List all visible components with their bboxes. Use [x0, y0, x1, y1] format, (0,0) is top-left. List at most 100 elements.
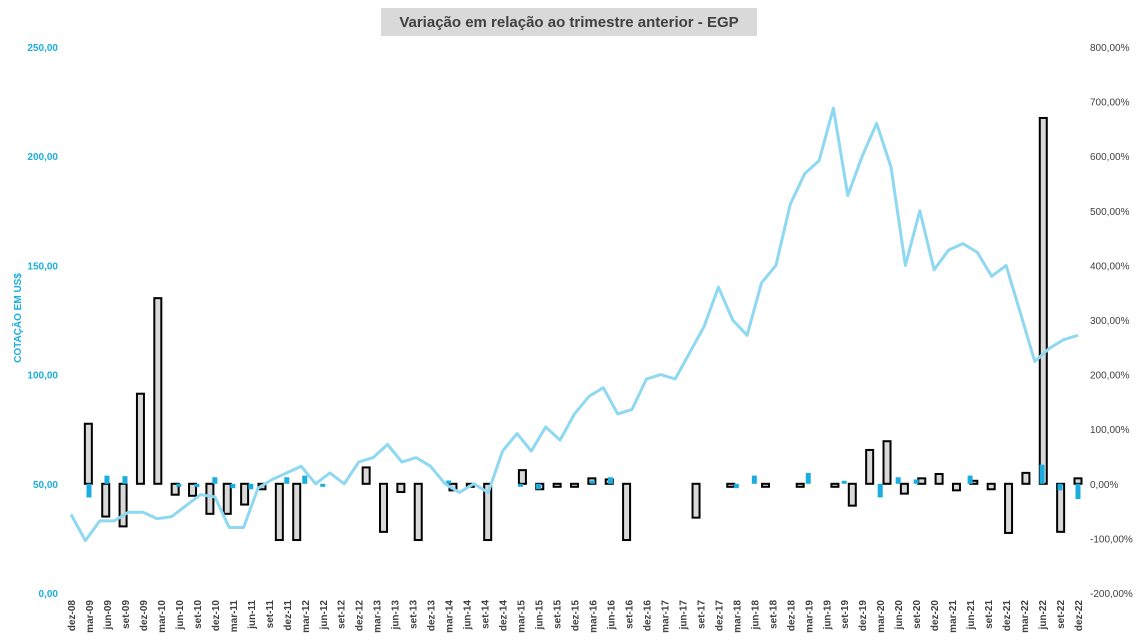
outlined-bar [1073, 477, 1083, 485]
y-right-tick-label: 400,00% [1090, 261, 1130, 272]
outlined-bar [379, 482, 389, 533]
solid-bar [1075, 483, 1081, 500]
x-tick-label: mar-16 [588, 600, 599, 633]
solid-bar [967, 475, 973, 484]
solid-bar [877, 483, 883, 498]
y-right-tick-label: 500,00% [1090, 207, 1130, 218]
solid-bar [230, 483, 236, 489]
outlined-bar [847, 482, 857, 507]
y-right-tick-label: 800,00% [1090, 43, 1130, 54]
x-tick-label: mar-10 [157, 600, 168, 633]
solid-bar [122, 476, 128, 484]
chart-title: Variação em relação ao trimestre anterio… [399, 14, 738, 31]
x-tick-label: dez-19 [858, 600, 869, 632]
outlined-bar [153, 297, 163, 485]
solid-bar [320, 483, 326, 487]
x-tick-label: set-14 [481, 600, 492, 629]
x-tick-label: dez-15 [571, 600, 582, 632]
solid-bar [176, 483, 182, 487]
outlined-bar [882, 440, 892, 485]
x-tick-label: set-13 [409, 600, 420, 629]
x-tick-label: jun-18 [750, 600, 761, 631]
x-tick-label: jun-10 [175, 600, 186, 631]
solid-bar [895, 477, 901, 484]
chart-title-background [381, 8, 757, 36]
x-tick-label: mar-18 [732, 600, 743, 633]
x-tick-label: jun-20 [894, 600, 905, 631]
x-tick-label: jun-11 [247, 600, 258, 630]
x-tick-label: jun-14 [463, 600, 474, 631]
x-tick-label: jun-15 [535, 600, 546, 631]
outlined-bar [483, 482, 493, 542]
x-tick-label: jun-21 [966, 600, 977, 631]
outlined-bar [1004, 482, 1014, 534]
y-left-tick-label: 150,00 [27, 261, 58, 272]
outlined-bar [951, 482, 961, 492]
solid-bar [536, 483, 542, 490]
x-tick-label: jun-12 [319, 600, 330, 631]
outlined-bar [934, 472, 944, 485]
outlined-bar [622, 482, 632, 542]
solid-bar [104, 475, 110, 484]
x-tick-label: set-18 [768, 600, 779, 629]
x-tick-label: mar-20 [876, 600, 887, 633]
x-tick-label: set-12 [337, 600, 348, 629]
solid-bar [446, 480, 452, 484]
outlined-bar [118, 482, 128, 528]
y-left-tick-label: 200,00 [27, 152, 58, 163]
x-tick-label: set-19 [840, 600, 851, 629]
x-tick-label: dez-11 [283, 600, 294, 631]
outlined-bar [188, 482, 198, 497]
outlined-bar [396, 482, 406, 493]
x-tick-label: dez-08 [67, 600, 78, 632]
x-axis-ticks: dez-08 mar-09 jun-09 set-09 dez-09 mar-10 jun-… [67, 600, 1085, 633]
outlined-bar [274, 482, 284, 542]
outlined-bar [865, 448, 875, 485]
solid-bar [1057, 483, 1063, 491]
solid-bar [194, 483, 200, 488]
outlined-bar [691, 482, 701, 519]
x-tick-label: set-17 [696, 600, 707, 629]
outlined-bar [986, 482, 996, 491]
outlined-bar [830, 482, 840, 488]
x-tick-label: jun-09 [103, 600, 114, 631]
x-tick-label: set-09 [121, 600, 132, 629]
x-tick-label: jun-22 [1038, 600, 1049, 631]
x-tick-label: mar-22 [1020, 600, 1031, 633]
x-tick-label: dez-09 [139, 600, 150, 632]
x-tick-label: jun-19 [822, 600, 833, 631]
x-tick-label: dez-12 [355, 600, 366, 632]
y-right-tick-label: 300,00% [1090, 316, 1130, 327]
y-left-tick-label: 50,00 [33, 480, 58, 491]
solid-bar [607, 477, 613, 484]
outlined-bar [1056, 482, 1066, 533]
y-left-tick-label: 250,00 [27, 43, 58, 54]
x-tick-label: mar-17 [660, 600, 671, 633]
x-tick-label: dez-22 [1074, 600, 1085, 632]
x-tick-label: mar-12 [301, 600, 312, 633]
solid-bar [86, 483, 92, 498]
y-right-tick-label: 0,00% [1090, 480, 1118, 491]
outlined-bar [760, 482, 770, 488]
outlined-bar [205, 482, 215, 515]
outlined-bar [1021, 471, 1031, 485]
x-tick-label: mar-19 [804, 600, 815, 633]
x-tick-label: mar-14 [445, 600, 456, 633]
x-tick-label: set-15 [553, 600, 564, 629]
x-tick-label: mar-13 [373, 600, 384, 633]
x-tick-label: set-21 [984, 600, 995, 629]
x-tick-label: mar-11 [229, 600, 240, 633]
outlined-bar [292, 482, 302, 542]
solid-bar-series [86, 464, 1081, 500]
outlined-bar [517, 469, 527, 485]
x-tick-label: mar-09 [85, 600, 96, 633]
x-tick-label: dez-21 [1002, 600, 1013, 632]
y-right-tick-label: 600,00% [1090, 152, 1130, 163]
outlined-bar-series [83, 116, 1083, 542]
y-right-ticks: -200,00% -100,00% 0,00% 100,00% 200,00% 300,0… [1090, 43, 1133, 600]
solid-bar [212, 477, 218, 484]
x-tick-label: set-16 [624, 600, 635, 629]
x-tick-label: jun-17 [678, 600, 689, 631]
outlined-bar [726, 482, 736, 488]
